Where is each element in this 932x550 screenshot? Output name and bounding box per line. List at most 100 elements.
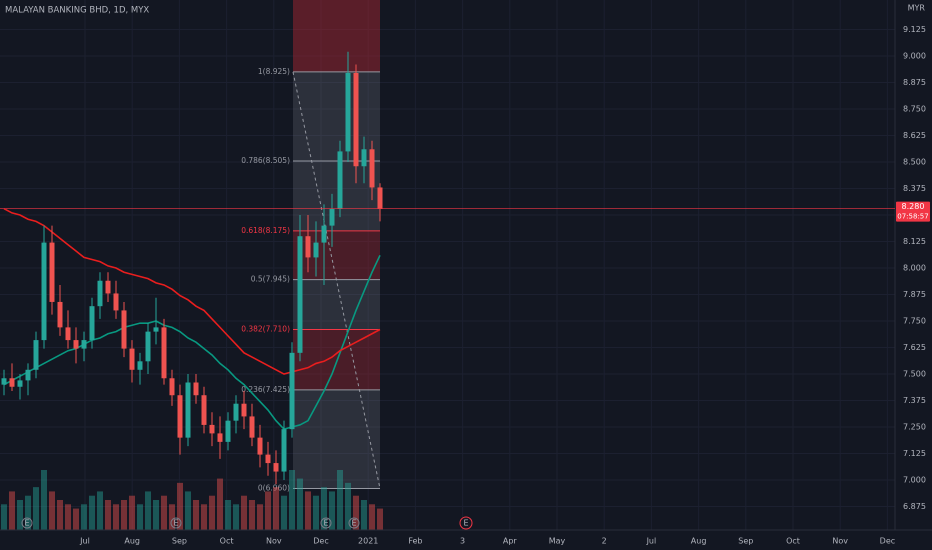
fib-label: 1(8.925) [258,67,290,76]
candle-body [329,208,335,226]
y-tick-label: 9.000 [903,52,926,61]
y-tick-label: 6.875 [903,502,926,511]
y-tick-label: 7.625 [903,343,926,352]
volume-bar [41,470,47,530]
volume-bar [25,495,31,530]
candle-body [193,382,199,396]
candle-body [257,437,263,455]
candle-body [305,236,311,258]
volume-bar [353,495,359,530]
volume-bar [289,470,295,530]
earnings-text: E [173,519,178,528]
x-tick-label: Dec [313,537,328,546]
y-tick-label: 8.000 [903,264,926,273]
earnings-text: E [351,519,356,528]
volume-bar [105,500,111,530]
volume-bar [345,482,351,530]
volume-bar [329,491,335,530]
candle-body [321,225,327,243]
y-tick-label: 8.375 [903,184,926,193]
fib-top-zone [293,0,380,72]
candle-body [265,454,271,464]
candle-body [353,72,359,167]
candle-body [233,403,239,421]
candle-body [241,403,247,417]
volume-bar [369,504,375,530]
volume-bar [169,504,175,530]
y-tick-label: 7.000 [903,476,926,485]
candle-body [33,340,39,370]
candle-body [217,433,223,442]
volume-bar [305,491,311,530]
y-tick-label: 7.750 [903,317,926,326]
x-tick-label: Sep [172,537,187,546]
last-price-label: 8.280 [902,202,925,211]
volume-bar [233,504,239,530]
candle-body [25,369,31,381]
candle-body [129,348,135,370]
candle-body [89,306,95,341]
y-tick-label: 8.625 [903,131,926,140]
volume-bar [281,495,287,530]
volume-bar [185,491,191,530]
volume-bar [321,487,327,530]
earnings-markers: E E E E E [21,516,473,530]
volume-bar [81,504,87,530]
volume-bar [9,491,15,530]
candle-body [49,242,55,302]
fib-label: 0.618(8.175) [241,226,290,235]
y-tick-label: 7.125 [903,449,926,458]
chart-title: MALAYAN BANKING BHD, 1D, MYX [5,6,149,16]
candle-body [65,327,71,341]
fib-zone [293,279,380,330]
x-tick-label: Sep [738,537,753,546]
candle-body [97,280,103,307]
candle-body [249,416,255,438]
volume-bar [273,487,279,530]
x-tick-label: 3 [460,537,465,546]
volume-bar [177,482,183,530]
earnings-text: E [463,519,468,528]
volume-bar [161,495,167,530]
y-tick-label: 7.250 [903,423,926,432]
candle-body [337,151,343,209]
volume-bar [129,495,135,530]
candle-body [345,72,351,152]
candle-body [209,424,215,434]
y-tick-label: 8.125 [903,237,926,246]
volume-bar [153,500,159,530]
volume-bar [249,500,255,530]
fib-trend-line [292,71,381,489]
candle-body [145,331,151,362]
x-tick-label: Nov [832,537,848,546]
volume-bar [145,491,151,530]
candle-body [185,382,191,438]
x-tick-label: Oct [786,537,800,546]
x-tick-label: 2021 [358,537,378,546]
fib-label: 0.236(7.425) [241,385,290,394]
x-tick-label: Aug [124,537,140,546]
volume-bar [193,500,199,530]
x-tick-label: Oct [220,537,234,546]
y-tick-label: 7.500 [903,370,926,379]
volume-bar [33,487,39,530]
candle-body [169,378,175,396]
x-tick-label: 2 [602,537,607,546]
earnings-icon[interactable] [459,516,473,530]
candle-body [297,236,303,353]
x-tick-label: Nov [266,537,282,546]
volume-bar [73,508,79,530]
volume-bar [377,508,383,530]
candle-body [17,380,23,387]
volume-bar [257,504,263,530]
volume-bar [201,504,207,530]
candle-body [361,149,367,167]
fib-zone [293,329,380,390]
currency-label: MYR [908,4,926,13]
volume-bar [225,500,231,530]
last-price-badge [896,201,930,222]
candle-body [137,361,143,370]
candle-body [225,420,231,442]
y-tick-label: 7.875 [903,290,926,299]
candle-body [281,429,287,472]
